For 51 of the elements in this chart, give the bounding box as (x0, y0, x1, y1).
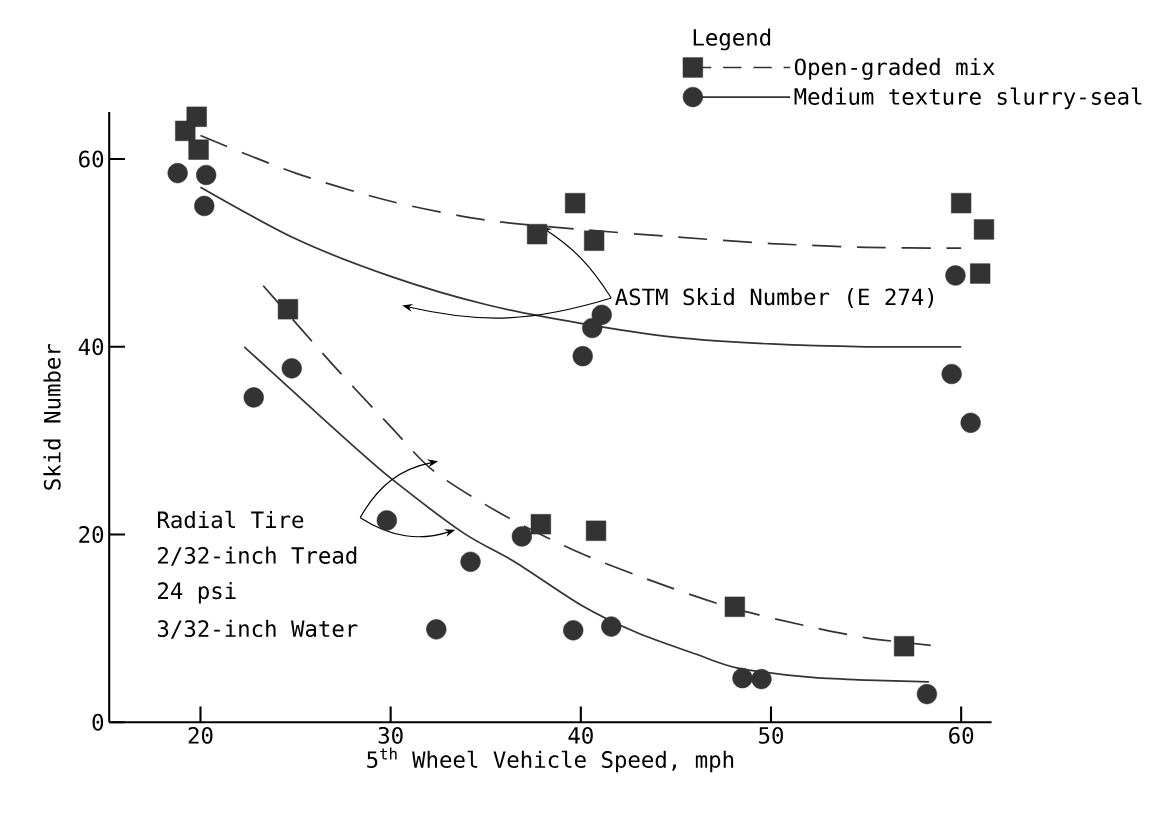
point (601, 616, 622, 637)
point (376, 510, 397, 531)
legend-label: Medium texture slurry-seal (794, 87, 1142, 110)
point (526, 224, 548, 245)
point (970, 263, 991, 284)
legend-label: Open-graded mix (794, 58, 995, 81)
x-tick-label: 20 (188, 727, 213, 745)
point (960, 412, 981, 434)
y-tick-label: 40 (78, 338, 104, 356)
point (591, 304, 612, 326)
point (186, 106, 207, 128)
point (941, 364, 962, 385)
y-tick-label: 20 (79, 526, 104, 544)
annotation: 2/32-inch Tread (158, 546, 357, 566)
annotation: Radial Tire (157, 511, 304, 529)
point (973, 219, 995, 240)
y-tick-label: 0 (92, 714, 104, 731)
point (426, 619, 447, 640)
point (916, 684, 938, 705)
point (530, 514, 552, 535)
point (243, 387, 264, 408)
point (732, 668, 753, 689)
y-tick-label: 60 (79, 150, 104, 168)
point (951, 193, 972, 214)
point (572, 346, 593, 367)
point (188, 139, 209, 160)
point (277, 299, 299, 320)
point (584, 230, 605, 252)
point (460, 551, 481, 573)
annotation: 24 psi (158, 582, 236, 604)
point (194, 196, 215, 217)
annotation: ASTM Skid Number (E 274) (615, 288, 934, 309)
point (945, 265, 966, 286)
point (511, 526, 532, 547)
point (564, 193, 586, 214)
x-tick-label: 50 (759, 727, 783, 745)
point (563, 620, 584, 641)
point (167, 163, 188, 184)
x-tick-label: 30 (378, 727, 403, 745)
point (893, 636, 915, 657)
point (196, 165, 217, 186)
point (751, 669, 772, 690)
annotation: 3/32-inch Water (157, 620, 358, 640)
x-tick-label: 60 (949, 727, 974, 745)
x-tick-label: 40 (568, 727, 593, 745)
point (281, 358, 302, 379)
point (724, 596, 745, 618)
y-axis-title: Skid Number (43, 344, 61, 490)
point (585, 520, 607, 542)
x-axis-title: 5$^{th}$ Wheel Vehicle Speed, mph (367, 747, 734, 773)
legend-title: Legend (693, 28, 771, 51)
